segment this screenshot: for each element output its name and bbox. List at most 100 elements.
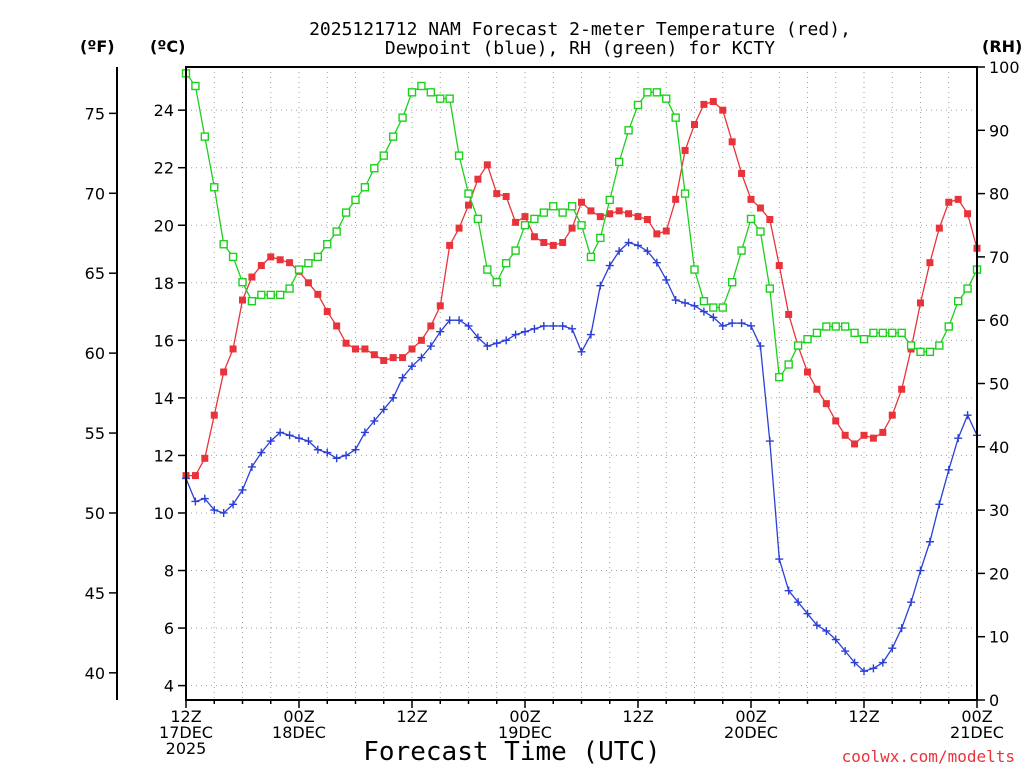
x-tick-label: 18DEC — [272, 723, 326, 742]
fahrenheit-tick-label: 45 — [85, 584, 105, 603]
temperature-point — [314, 290, 322, 298]
rh-point — [407, 88, 417, 97]
dewpoint-point — [313, 445, 322, 454]
rh-point — [285, 284, 294, 293]
fahrenheit-tick-label: 40 — [85, 664, 105, 683]
rh-point — [586, 252, 596, 262]
rh-point — [473, 214, 483, 224]
rh-point — [680, 189, 690, 198]
temperature-point — [596, 213, 604, 221]
dewpoint-point — [643, 247, 652, 256]
temperature-point — [370, 351, 378, 359]
rh-point — [624, 126, 633, 135]
x-tick-label: 20DEC — [724, 723, 778, 742]
rh-point — [266, 290, 275, 300]
rh-point — [200, 132, 210, 141]
temperature-point — [239, 296, 246, 304]
x-tick-label: 12Z — [396, 707, 427, 726]
temperature-point — [832, 417, 840, 425]
rh-point — [501, 259, 511, 268]
rh-point — [925, 347, 935, 357]
dewpoint-point — [756, 342, 765, 351]
rh-tick-label: 80 — [989, 185, 1009, 204]
celsius-unit-label: (ºC) — [150, 37, 185, 56]
temperature-point — [380, 356, 388, 364]
series-layer — [181, 69, 982, 676]
rh-point — [859, 334, 869, 344]
dewpoint-point — [586, 330, 595, 339]
dewpoint-point — [878, 658, 887, 667]
dewpoint-point — [605, 261, 614, 270]
temperature-point — [822, 400, 830, 408]
rh-point — [370, 164, 379, 173]
rh-point — [803, 334, 812, 344]
rh-point — [417, 81, 426, 91]
rh-point — [388, 132, 398, 141]
temperature-point — [427, 322, 435, 330]
x-tick-label: 12Z — [170, 707, 201, 726]
rh-point — [426, 88, 436, 97]
dewpoint-point — [916, 566, 925, 575]
celsius-tick-label: 18 — [154, 274, 174, 293]
dewpoint-point — [681, 298, 690, 307]
dewpoint-point — [210, 506, 219, 515]
temperature-point — [681, 146, 689, 154]
rh-point — [944, 322, 953, 331]
temperature-point — [389, 354, 397, 362]
temperature-point — [926, 259, 934, 267]
dewpoint-point — [464, 321, 473, 330]
rh-point — [191, 81, 200, 91]
dewpoint-point — [257, 448, 266, 457]
x-tick-label: 2025 — [166, 739, 207, 758]
dewpoint-point — [511, 330, 520, 339]
temperature-point — [964, 210, 972, 218]
dewpoint-point — [417, 353, 426, 362]
dewpoint-point — [351, 445, 360, 454]
rh-point — [737, 246, 746, 255]
dewpoint-point — [558, 321, 567, 330]
rh-point — [549, 202, 558, 211]
dewpoint-point — [332, 454, 341, 463]
dewpoint-point — [473, 333, 482, 342]
fahrenheit-tick-label: 55 — [85, 424, 105, 443]
dewpoint-point — [615, 247, 624, 256]
temperature-point — [436, 302, 444, 310]
rh-point — [341, 208, 351, 217]
dewpoint-line — [185, 241, 978, 672]
rh-point — [567, 202, 577, 211]
x-tick-label: 19DEC — [498, 723, 552, 742]
temperature-point — [634, 213, 642, 221]
temperature-point — [361, 345, 369, 353]
dewpoint-point — [295, 434, 303, 443]
temperature-point — [549, 241, 557, 249]
dewpoint-point — [775, 555, 784, 564]
temperature-point — [841, 431, 849, 439]
temperature-point — [728, 138, 736, 146]
rh-point — [539, 208, 549, 217]
temperature-point — [201, 454, 209, 462]
rh-point — [963, 284, 972, 293]
chart-title-line2: Dewpoint (blue), RH (green) for KCTY — [385, 38, 775, 59]
celsius-tick-label: 12 — [154, 446, 174, 465]
dewpoint-point — [408, 362, 416, 371]
rh-point — [916, 347, 925, 357]
rh-point — [671, 113, 680, 122]
dewpoint-point — [492, 339, 501, 348]
credit-text: coolwx.com/modelts — [842, 747, 1015, 766]
dewpoint-point — [568, 324, 577, 333]
rh-point — [850, 328, 859, 338]
temperature-point — [210, 411, 218, 419]
dewpoint-point — [737, 319, 746, 328]
dewpoint-point — [276, 428, 285, 437]
rh-point — [831, 322, 840, 331]
rh-point — [662, 94, 671, 103]
rh-point — [530, 214, 539, 224]
rh-tick-label: 100 — [989, 58, 1020, 77]
temperature-point — [869, 434, 877, 442]
rh-tick-label: 20 — [989, 564, 1009, 583]
rh-point — [464, 189, 473, 198]
x-tick-label: 00Z — [961, 707, 992, 726]
rh-unit-label: (RH) — [982, 37, 1022, 56]
rh-point — [323, 240, 332, 249]
dewpoint-point — [539, 321, 548, 330]
